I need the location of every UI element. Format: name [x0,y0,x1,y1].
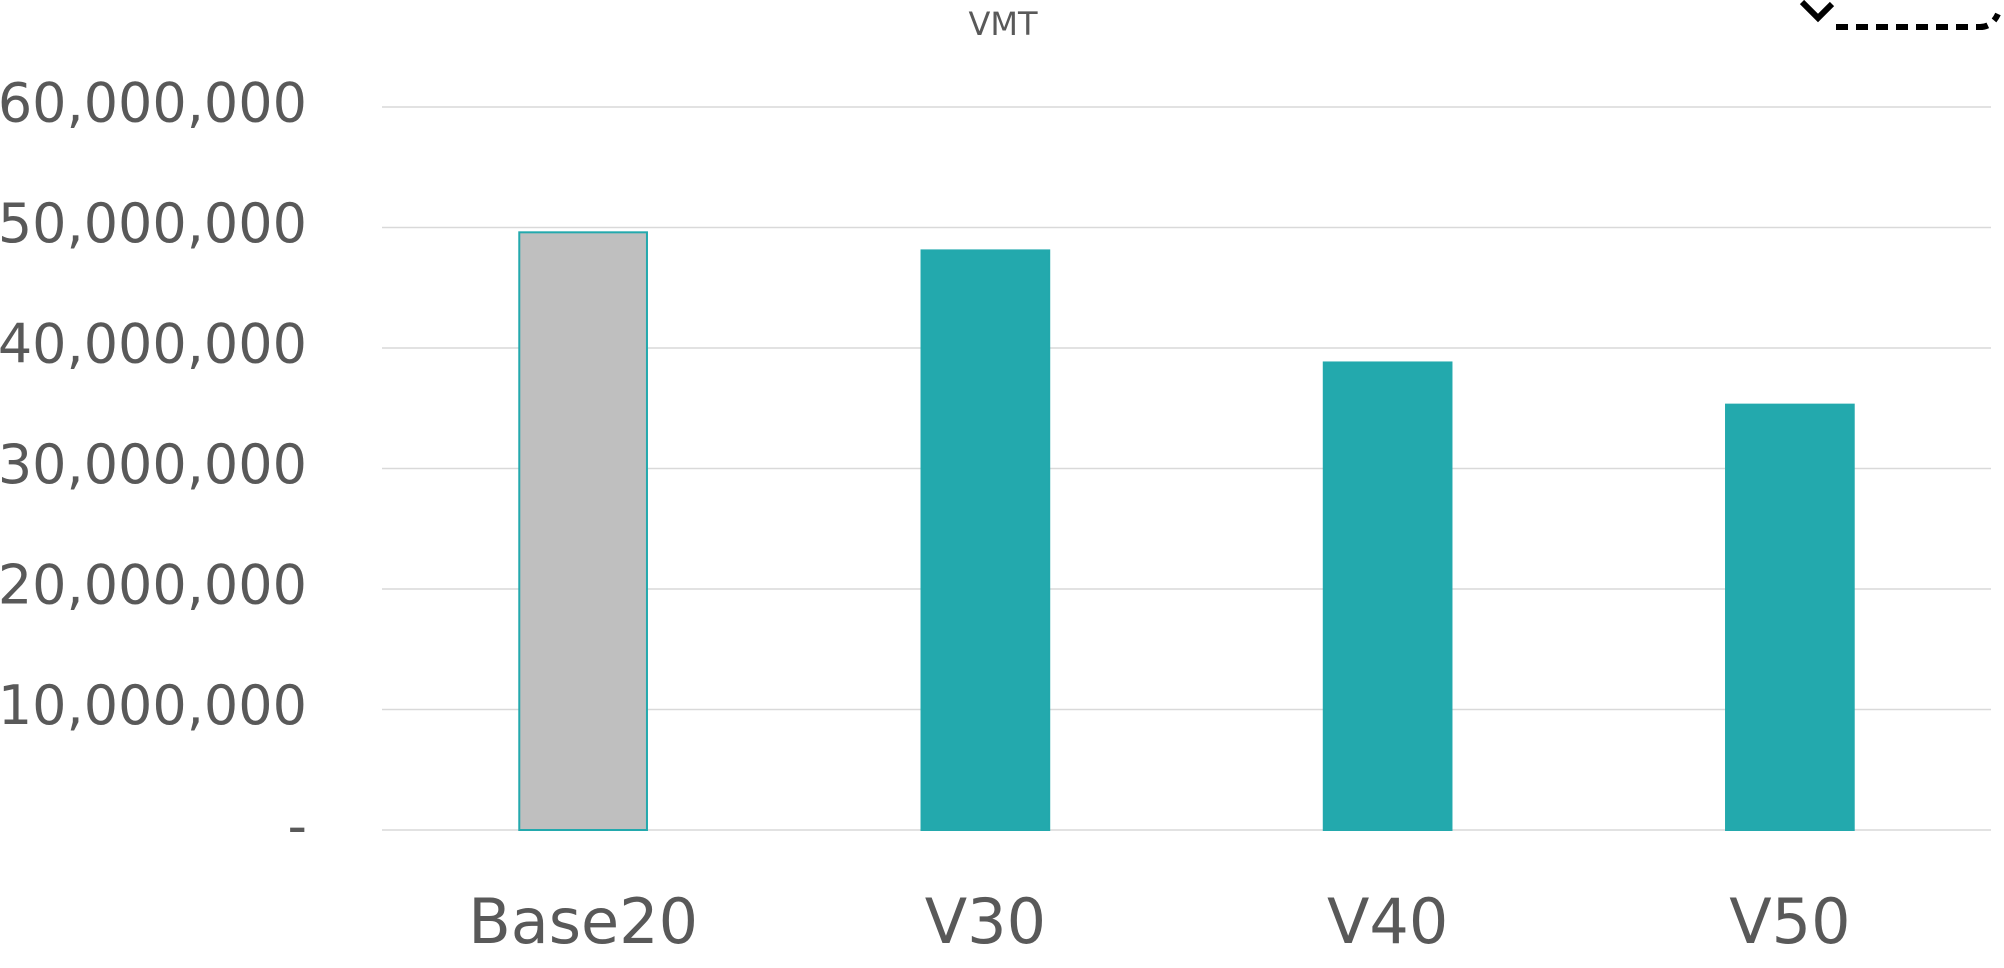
y-tick-label: 50,000,000 [0,192,307,255]
bar [920,249,1051,831]
y-tick-label: - [288,795,308,858]
y-tick-label: 60,000,000 [0,72,307,135]
x-tick-label: V40 [1327,885,1448,958]
x-tick-label: Base20 [468,885,698,958]
bar [1322,361,1453,831]
bar [518,231,648,831]
y-tick-label: 20,000,000 [0,554,307,617]
x-tick-label: V50 [1729,885,1850,958]
y-tick-label: 30,000,000 [0,433,307,496]
decoration-arrow [1799,0,2001,30]
bar [1725,403,1855,831]
arrow-head [1799,0,1835,23]
y-tick-label: 10,000,000 [0,674,307,737]
x-tick-label: V30 [925,885,1046,958]
y-tick-label: 40,000,000 [0,313,307,376]
chart-title: VMT [968,5,1038,43]
arrow-line [1836,12,2001,30]
